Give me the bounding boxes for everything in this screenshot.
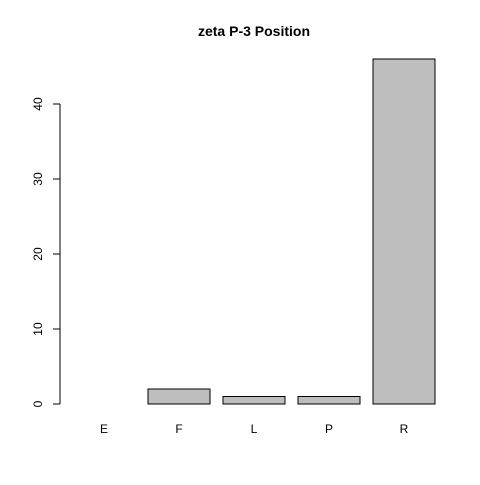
bar-p: [297, 396, 361, 405]
bar-l: [222, 396, 286, 405]
x-tick-label: P: [325, 422, 333, 436]
y-tick-label: 30: [31, 172, 45, 186]
x-tick-label: L: [251, 422, 258, 436]
y-tick-label: 40: [31, 97, 45, 111]
y-tick-label: 20: [31, 247, 45, 261]
chart-title: zeta P-3 Position: [198, 23, 310, 39]
bar-f: [147, 388, 211, 405]
x-tick-label: R: [400, 422, 409, 436]
y-tick-label: 10: [31, 322, 45, 336]
x-tick-label: E: [100, 422, 108, 436]
y-axis: 0 10 20 30 40: [31, 97, 61, 407]
x-tick-label: F: [175, 422, 182, 436]
bar-r: [372, 58, 436, 405]
y-tick-label: 0: [31, 400, 45, 407]
bars-group: [147, 58, 436, 405]
